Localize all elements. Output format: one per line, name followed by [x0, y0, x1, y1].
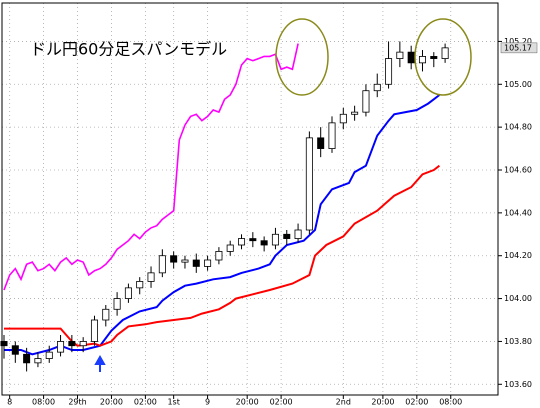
candle-body	[11, 345, 19, 355]
last-price-label: 105.17	[504, 43, 532, 52]
candle-body	[407, 51, 415, 64]
plot-frame	[1, 2, 499, 396]
candle-body	[215, 251, 223, 261]
candle-body	[271, 233, 279, 246]
candle-body	[79, 341, 87, 347]
candle-body	[418, 56, 426, 64]
candle-body	[305, 137, 313, 231]
x-tick-label: 9	[205, 398, 210, 407]
candle-body	[430, 56, 438, 59]
candle-body	[362, 90, 370, 113]
candle-body	[317, 137, 325, 149]
last-price-box	[500, 42, 538, 54]
candle-body	[249, 238, 257, 242]
y-tick-label: 104.80	[504, 123, 532, 132]
x-tick-label: 08:00	[439, 398, 462, 407]
candle-body	[260, 240, 268, 246]
candle-body	[102, 308, 110, 321]
x-tick-label: 8	[7, 398, 12, 407]
candle-body	[204, 259, 212, 267]
y-tick-label: 105.00	[504, 80, 532, 89]
candle-body	[396, 51, 404, 59]
axes: 103.60 103.80 104.00 104.20 104.40 104.60 104.…	[7, 37, 538, 407]
candle-body	[238, 238, 246, 246]
y-tick-label: 105.20	[504, 37, 532, 46]
y-tick-label: 103.80	[504, 337, 532, 346]
y-tick-label: 104.60	[504, 166, 532, 175]
chart-title: ドル円60分足スパンモデル	[30, 40, 227, 59]
candle-body	[113, 298, 121, 310]
candle-body	[158, 255, 166, 274]
y-tick-label: 104.00	[504, 294, 532, 303]
x-tick-label: 20:00	[236, 398, 259, 407]
y-tick-label: 104.40	[504, 208, 532, 217]
x-tick-label: 02:00	[405, 398, 428, 407]
indicator-line	[3, 43, 299, 291]
y-tick-label: 104.20	[504, 251, 532, 260]
x-tick-label: 02:00	[134, 398, 157, 407]
candle-body	[147, 272, 155, 282]
candle-body	[68, 341, 76, 347]
candle-body	[192, 259, 200, 267]
y-tick-label: 103.60	[504, 380, 532, 389]
highlight-circle	[414, 18, 472, 96]
plot	[0, 41, 449, 372]
candle-body	[351, 111, 359, 115]
x-tick-label: 20:00	[371, 398, 394, 407]
candle-body	[441, 47, 449, 59]
candle-body	[0, 341, 8, 347]
x-tick-label: 2nd	[336, 398, 351, 407]
candle-body	[23, 353, 31, 364]
candle-body	[339, 113, 347, 124]
x-tick-label: 20:00	[100, 398, 123, 407]
candle-body	[294, 229, 302, 239]
candle-body	[170, 255, 178, 263]
candle-body	[136, 281, 144, 289]
candle-body	[385, 58, 393, 85]
signal-arrow	[94, 354, 106, 372]
indicator-line	[4, 164, 441, 347]
candle-body	[283, 233, 291, 239]
candle-body	[57, 341, 65, 353]
candle-body	[45, 351, 53, 359]
candle-body	[226, 244, 234, 252]
candle-body	[328, 122, 336, 149]
x-tick-label: 29th	[68, 398, 86, 407]
candle-body	[124, 287, 132, 299]
grid	[2, 3, 498, 395]
candle-body	[181, 259, 189, 263]
candle-body	[34, 358, 42, 364]
candle-body	[90, 319, 98, 342]
indicator-line	[4, 94, 441, 356]
x-tick-label: 02:00	[270, 398, 293, 407]
candle-body	[373, 83, 381, 92]
x-tick-label: 08:00	[32, 398, 55, 407]
highlight-circle	[275, 18, 329, 96]
x-tick-label: 1st	[167, 398, 179, 407]
